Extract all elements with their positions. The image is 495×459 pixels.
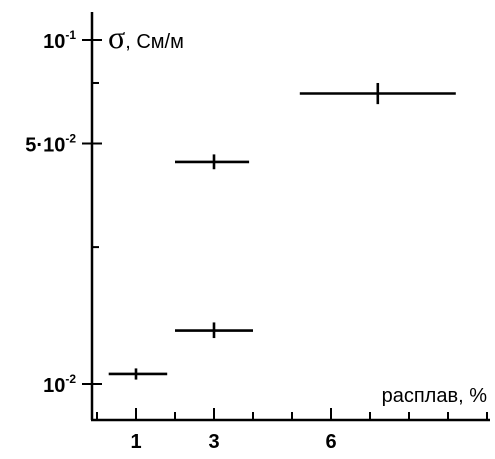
y-tick-label-part: -1 [65, 28, 76, 42]
x-ticks: 1 3 6 [96, 408, 488, 453]
x-tick-label: 6 [325, 431, 336, 453]
y-tick-label-part: 10 [43, 135, 65, 157]
data-point [299, 82, 456, 105]
y-tick-label-part: 5· [25, 135, 43, 157]
data-point [108, 368, 168, 380]
data-point [175, 322, 253, 339]
y-tick-label: 10-1 [43, 28, 76, 53]
y-tick-label-part: -2 [65, 132, 76, 146]
y-tick-label-part: 10 [43, 375, 65, 397]
data-point [175, 154, 250, 170]
data-marks [108, 82, 456, 380]
y-axis-label: σ, См/м [108, 19, 184, 55]
y-tick-label-part: 10 [43, 31, 65, 53]
x-axis-label: расплав, % [382, 385, 488, 407]
sigma-symbol: σ [108, 19, 125, 55]
x-tick-label: 3 [208, 431, 219, 453]
y-tick-label: 5·10-2 [25, 132, 76, 157]
y-tick-label-part: -2 [65, 372, 76, 386]
x-tick-label: 1 [130, 431, 141, 453]
y-tick-label: 10-2 [43, 372, 76, 397]
y-axis-unit: , См/м [125, 31, 184, 53]
y-ticks: 10-15·10-210-2 [25, 28, 102, 397]
